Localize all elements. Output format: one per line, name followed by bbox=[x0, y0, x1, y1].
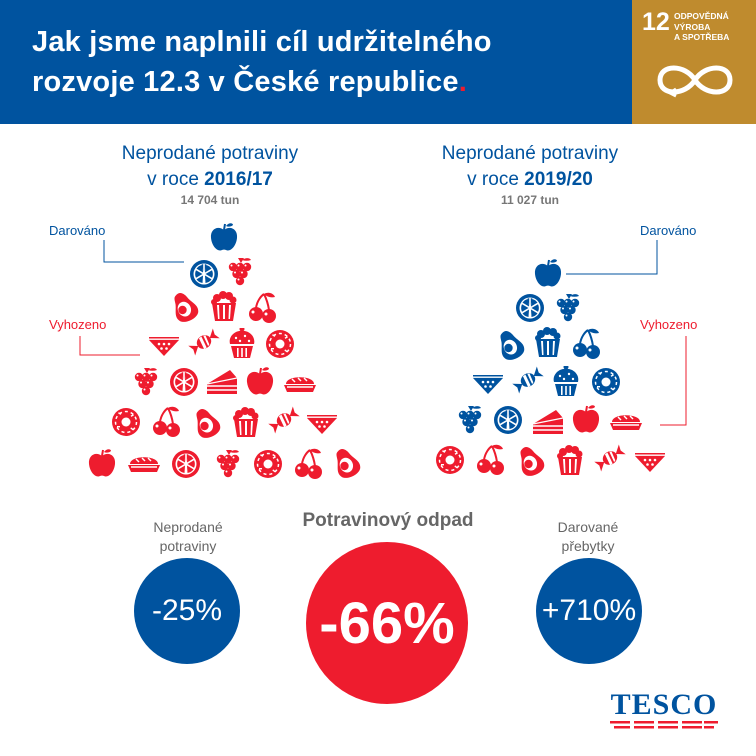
unsold-value: -25% bbox=[151, 594, 223, 627]
sdg-text: ODPOVĚDNÁ VÝROBA A SPOTŘEBA bbox=[674, 11, 754, 43]
donated-value: +710% bbox=[541, 594, 637, 627]
sdg-badge: 12 ODPOVĚDNÁ VÝROBA A SPOTŘEBA bbox=[632, 0, 756, 124]
infinity-icon bbox=[657, 65, 733, 98]
avocado-icon bbox=[168, 290, 200, 322]
watermelon-icon bbox=[306, 414, 338, 435]
donut-icon bbox=[591, 367, 621, 397]
popcorn-icon bbox=[557, 445, 583, 475]
grapes-icon bbox=[134, 368, 158, 396]
apple-icon bbox=[571, 404, 601, 434]
tesco-wordmark: TESCO bbox=[610, 688, 718, 721]
pie-icon bbox=[128, 456, 160, 473]
cherries-icon bbox=[248, 292, 277, 324]
orange-icon bbox=[169, 367, 199, 397]
left-title-line-2: v roce 2016/17 bbox=[60, 167, 360, 193]
avocado-icon bbox=[514, 444, 546, 476]
candy-icon bbox=[594, 444, 626, 472]
apple-icon bbox=[245, 366, 275, 396]
cherries-icon bbox=[294, 448, 323, 480]
title-line-2-text: rozvoje 12.3 v České republice bbox=[32, 66, 459, 98]
sdg-text-line-1: ODPOVĚDNÁ bbox=[674, 11, 729, 21]
popcorn-icon bbox=[233, 407, 259, 437]
grapes-icon bbox=[458, 406, 482, 434]
avocado-icon bbox=[190, 406, 222, 438]
right-title-line-2: v roce 2019/20 bbox=[380, 167, 680, 193]
title-dot: . bbox=[458, 66, 467, 98]
pie-icon bbox=[610, 414, 642, 431]
watermelon-icon bbox=[472, 374, 504, 395]
orange-icon bbox=[493, 405, 523, 435]
header-banner: Jak jsme naplnili cíl udržitelného rozvo… bbox=[0, 0, 756, 124]
left-title-prefix: v roce bbox=[147, 169, 205, 190]
sdg-number: 12 bbox=[642, 8, 670, 36]
left-leader-lines bbox=[79, 240, 184, 356]
waste-value: -66% bbox=[319, 590, 455, 656]
left-subtitle: 14 704 tun bbox=[180, 193, 240, 207]
cake-slice-icon bbox=[206, 369, 238, 395]
avocado-icon bbox=[494, 328, 526, 360]
unsold-label-line-2: potraviny bbox=[159, 538, 217, 554]
donut-icon bbox=[253, 449, 283, 479]
right-title-year: 2019/20 bbox=[524, 169, 593, 190]
grapes-icon bbox=[216, 450, 240, 478]
donated-circle: +710% bbox=[536, 558, 642, 664]
cherries-icon bbox=[476, 444, 505, 476]
orange-icon bbox=[189, 259, 219, 289]
left-title-year: 2016/17 bbox=[204, 169, 273, 190]
right-title-line-1: Neprodané potraviny bbox=[441, 143, 619, 164]
waste-circle: -66% bbox=[306, 542, 468, 704]
grapes-icon bbox=[228, 258, 252, 286]
watermelon-icon bbox=[634, 452, 666, 473]
cherries-icon bbox=[152, 406, 181, 438]
left-wasted-label: Vyhozeno bbox=[49, 317, 107, 332]
apple-icon bbox=[87, 448, 117, 478]
left-title-line-1: Neprodané potraviny bbox=[121, 143, 299, 164]
donated-label: Darované přebytky bbox=[508, 518, 668, 556]
right-leader-lines bbox=[566, 240, 687, 426]
unsold-circle: -25% bbox=[134, 558, 240, 664]
popcorn-icon bbox=[535, 327, 561, 357]
left-donated-label: Darováno bbox=[49, 223, 106, 238]
page-title: Jak jsme naplnili cíl udržitelného rozvo… bbox=[32, 22, 612, 102]
unsold-label: Neprodané potraviny bbox=[108, 518, 268, 556]
apple-icon bbox=[209, 222, 239, 252]
right-title: Neprodané potraviny v roce 2019/20 bbox=[380, 141, 680, 193]
donut-icon bbox=[265, 329, 295, 359]
pie-icon bbox=[284, 376, 316, 393]
cake-slice-icon bbox=[532, 409, 564, 435]
candy-icon bbox=[268, 406, 300, 434]
grapes-icon bbox=[556, 294, 580, 322]
left-title: Neprodané potraviny v roce 2016/17 bbox=[60, 141, 360, 193]
sdg-text-line-2: VÝROBA bbox=[674, 21, 711, 32]
orange-icon bbox=[171, 449, 201, 479]
donut-icon bbox=[111, 407, 141, 437]
cupcake-icon bbox=[553, 366, 579, 396]
right-donated-label: Darováno bbox=[640, 223, 697, 238]
title-line-2: rozvoje 12.3 v České republice. bbox=[32, 62, 612, 102]
watermelon-icon bbox=[148, 336, 180, 357]
popcorn-icon bbox=[211, 291, 237, 321]
right-pyramid bbox=[435, 258, 666, 476]
orange-icon bbox=[515, 293, 545, 323]
candy-icon bbox=[188, 328, 220, 356]
right-title-prefix: v roce bbox=[467, 169, 525, 190]
waste-label: Potravinový odpad bbox=[302, 510, 474, 531]
apple-icon bbox=[533, 258, 563, 288]
right-subtitle: 11 027 tun bbox=[500, 193, 560, 207]
cupcake-icon bbox=[229, 328, 255, 358]
donated-label-line-1: Darované bbox=[557, 519, 619, 535]
donated-label-line-2: přebytky bbox=[561, 538, 615, 554]
unsold-label-line-1: Neprodané bbox=[153, 519, 223, 535]
sdg-text-line-3: A SPOTŘEBA bbox=[674, 32, 730, 42]
avocado-icon bbox=[330, 446, 362, 478]
tesco-logo: TESCO bbox=[604, 688, 724, 732]
right-wasted-label: Vyhozeno bbox=[640, 317, 698, 332]
cherries-icon bbox=[572, 328, 601, 360]
pyramids-graphic bbox=[79, 222, 687, 480]
donut-icon bbox=[435, 445, 465, 475]
candy-icon bbox=[512, 366, 544, 394]
title-line-1: Jak jsme naplnili cíl udržitelného bbox=[32, 26, 492, 58]
tesco-stripes-icon bbox=[610, 721, 718, 729]
